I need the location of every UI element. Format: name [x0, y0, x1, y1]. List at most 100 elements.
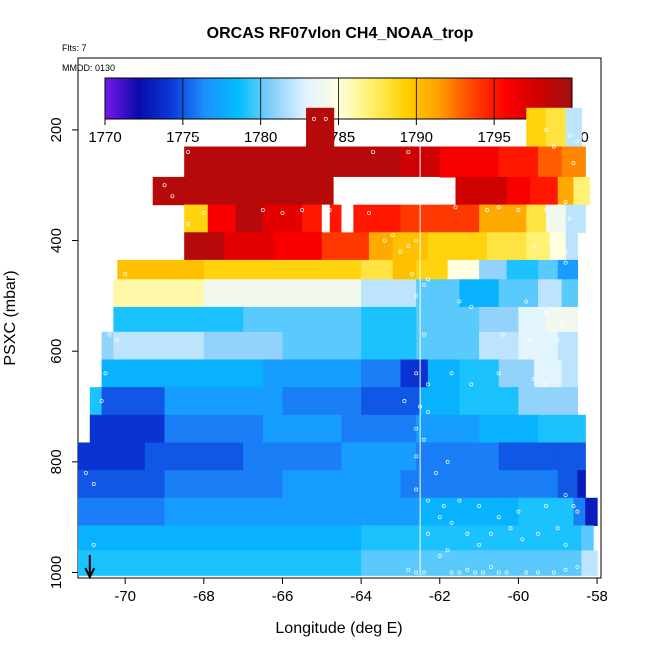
heatmap-cell: [203, 331, 284, 361]
flight-point: [367, 210, 371, 215]
flight-point: [422, 332, 426, 337]
axes: -70 -68 -66 -64 -62 -60 -58 200 400 600 800 1000: [48, 117, 608, 605]
flight-point: [91, 542, 96, 547]
flight-point: [536, 531, 541, 536]
flight-point: [170, 194, 175, 199]
flight-point: [437, 515, 442, 520]
heatmap-cell: [164, 387, 284, 416]
flight-point: [186, 150, 191, 154]
heatmap-cell: [439, 146, 500, 178]
flight-point: [410, 271, 415, 276]
heatmap-cell: [506, 259, 539, 280]
heatmap-cell: [498, 442, 559, 471]
flight-point: [477, 542, 482, 547]
flight-point: [473, 570, 478, 575]
heatmap-cell: [203, 525, 362, 551]
flight-point: [496, 515, 501, 520]
heatmap-cell: [400, 204, 480, 233]
flight-points: [83, 116, 580, 575]
flight-point: [441, 504, 446, 509]
heatmap-cell: [561, 279, 579, 308]
flight-point: [528, 338, 533, 343]
y-tick-label: 200: [48, 117, 65, 142]
data-gap: [333, 176, 440, 205]
flight-point: [571, 504, 576, 509]
heatmap-cell: [486, 232, 527, 261]
x-tick-label: -60: [508, 588, 530, 605]
heatmap-cell: [113, 306, 244, 333]
heatmap-cell: [184, 232, 225, 261]
heatmap-cell: [479, 470, 559, 499]
heatmap-cell: [101, 331, 114, 361]
x-tick-label: -70: [114, 588, 136, 605]
heatmap-cell: [416, 279, 461, 308]
heatmap-cell: [538, 279, 563, 308]
flight-point: [551, 144, 556, 149]
mmdd-label: MMDD: 0130: [62, 63, 115, 73]
heatmap-cell: [101, 387, 166, 416]
flight-point: [115, 338, 120, 343]
heatmap-cell: [416, 331, 480, 361]
heatmap-cell: [459, 359, 500, 388]
heatmap-cell: [526, 107, 547, 148]
heatmap-cell: [506, 176, 531, 206]
heatmap-cell: [262, 204, 303, 233]
flight-point: [488, 564, 493, 569]
flight-point: [469, 382, 474, 387]
flight-point: [390, 233, 395, 237]
heatmap-cell: [164, 470, 284, 499]
flight-point: [504, 570, 509, 575]
flight-point: [414, 454, 419, 459]
heatmap-cell: [282, 470, 402, 499]
flight-point: [398, 249, 403, 254]
flight-point: [575, 139, 580, 143]
flight-point: [551, 570, 556, 575]
heatmap-cell: [416, 259, 449, 280]
heatmap-cell: [518, 387, 579, 416]
flight-point: [563, 567, 568, 572]
flight-point: [91, 482, 96, 486]
heatmap-cell: [557, 259, 579, 280]
heatmap-cell: [526, 204, 547, 233]
heatmap-cell: [78, 470, 166, 499]
flight-point: [426, 498, 430, 503]
flight-point: [406, 244, 411, 249]
flight-point: [575, 509, 580, 514]
flight-point: [422, 570, 426, 575]
x-axis-label: Longitude (deg E): [275, 620, 402, 637]
heatmap-cell: [235, 204, 264, 233]
heatmap-cell: [585, 497, 598, 527]
heatmap-cell: [321, 497, 421, 527]
heatmap-cells: [78, 107, 598, 576]
data-gap: [321, 204, 330, 233]
heatmap-cell: [557, 470, 579, 499]
flight-point: [488, 531, 493, 536]
flight-point: [481, 570, 485, 575]
heatmap-cell: [557, 442, 586, 471]
flight-point: [508, 526, 513, 531]
heatmap-cell: [341, 442, 417, 471]
y-axis-label: PSXC (mbar): [2, 270, 19, 365]
colorbar-tick-label: 1795: [477, 129, 510, 146]
flight-point: [201, 210, 206, 215]
heatmap-cell: [361, 550, 441, 576]
colorbar-tick-label: 1790: [400, 129, 433, 146]
flight-point: [457, 570, 462, 575]
flight-point: [406, 567, 411, 572]
heatmap-cell: [439, 525, 520, 551]
flight-point: [107, 332, 112, 337]
flight-point: [347, 208, 352, 213]
flight-point: [563, 249, 568, 254]
x-tick-label: -66: [272, 588, 294, 605]
x-tick-label: -58: [586, 588, 608, 605]
heatmap-cell: [577, 470, 586, 499]
flight-point: [516, 509, 521, 514]
heatmap-cell: [447, 259, 480, 280]
heatmap-cell: [302, 204, 323, 233]
flight-point: [457, 498, 462, 503]
flight-point: [414, 238, 419, 243]
flight-point: [402, 399, 407, 403]
colorbar-tick-label: 1775: [166, 129, 199, 146]
flight-point: [311, 116, 316, 121]
x-tick-label: -64: [350, 588, 372, 605]
